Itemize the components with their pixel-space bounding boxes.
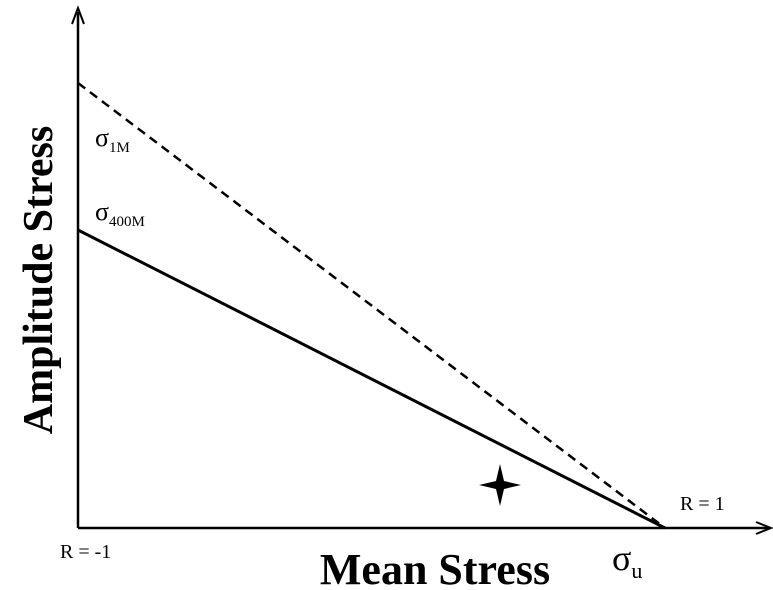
subscript: u — [631, 558, 642, 583]
annotation: R = -1 — [60, 541, 111, 563]
y-axis-arrow — [71, 5, 85, 25]
y-axis-label: Amplitude Stress — [16, 126, 62, 434]
symbol: σ — [95, 197, 109, 226]
x-axis-label: Mean Stress — [320, 545, 550, 590]
ultimate-label: σu — [612, 538, 642, 583]
annotation: R = 1 — [680, 493, 725, 515]
solid-line — [77, 228, 666, 530]
x-axis-arrow — [755, 521, 773, 535]
subscript: 1M — [109, 140, 130, 156]
curve-label: σ400M — [95, 197, 145, 230]
curve-label: σ1M — [95, 123, 130, 156]
star-marker — [479, 464, 521, 506]
dashed-line — [77, 82, 666, 529]
symbol: σ — [612, 538, 631, 578]
subscript: 400M — [109, 214, 145, 230]
symbol: σ — [95, 123, 109, 152]
